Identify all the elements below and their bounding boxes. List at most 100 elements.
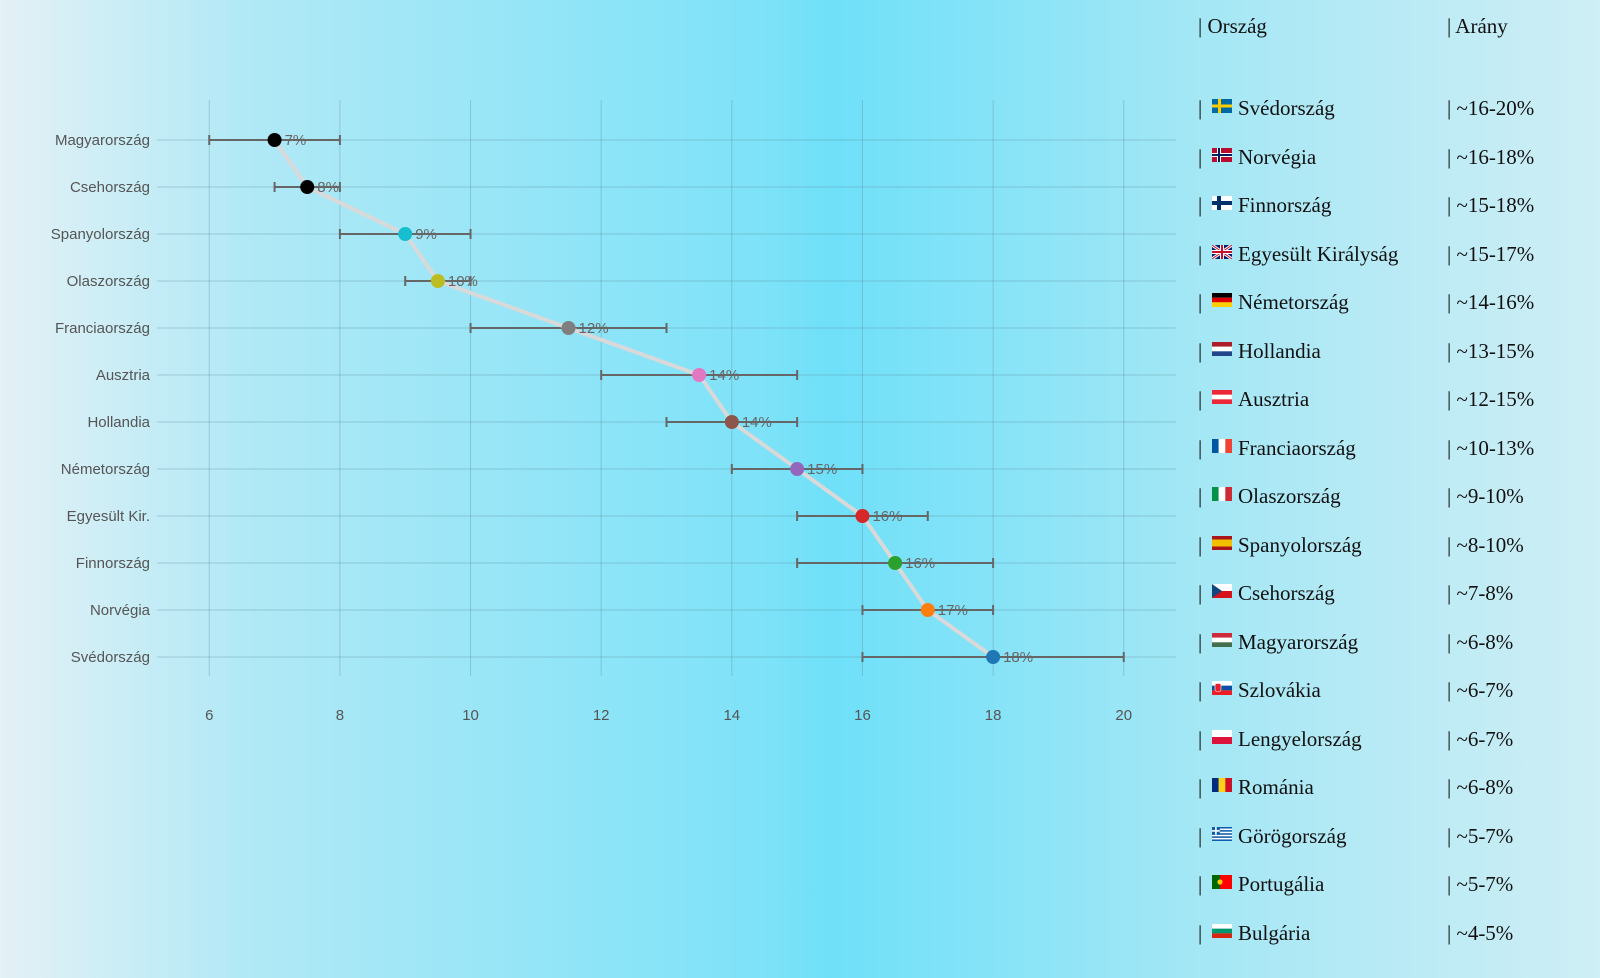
x-tick-label: 10 — [462, 707, 479, 724]
table-row: | Egyesült Királyság | ~15-17% — [1198, 242, 1598, 272]
y-category-label: Svédország — [71, 649, 150, 666]
data-label: 16% — [905, 555, 935, 572]
flag-gr-icon — [1212, 826, 1232, 841]
country-rate: | ~6-8% — [1447, 775, 1514, 799]
dot-plot-chart: 7% 8% 9% 10% 12% 14% 14% 15% 16% 16% 17% 18% 6 8 10 12… — [51, 100, 1176, 724]
country-rate: | ~9-10% — [1447, 484, 1524, 508]
header-country: | Ország — [1198, 14, 1267, 38]
flag-bg-icon — [1212, 923, 1232, 938]
row-separator: | — [1198, 241, 1203, 266]
row-separator: | — [1198, 484, 1203, 508]
x-tick-label: 12 — [593, 707, 610, 724]
table-row: | Németország | ~14-16% — [1198, 290, 1598, 320]
data-point — [790, 462, 805, 476]
label-layer: 7% 8% 9% 10% 12% 14% 14% 15% 16% 16% 17% 18% — [285, 132, 1034, 666]
y-category-label: Csehország — [70, 179, 150, 196]
x-tick-label: 18 — [985, 707, 1002, 724]
y-category-label: Finnország — [76, 555, 150, 572]
flag-nl-icon — [1212, 341, 1232, 356]
country-name: Románia — [1238, 775, 1314, 799]
country-rate: | ~6-7% — [1447, 678, 1514, 702]
data-point — [692, 368, 707, 382]
row-separator: | — [1198, 338, 1203, 363]
y-category-label: Hollandia — [87, 414, 150, 431]
country-rate: | ~4-5% — [1447, 920, 1514, 945]
row-separator: | — [1198, 581, 1203, 605]
country-name: Egyesült Királyság — [1238, 241, 1399, 266]
country-rate: | ~5-7% — [1447, 872, 1514, 896]
table-row: | Svédország | ~16-20% — [1198, 96, 1598, 126]
flag-de-icon — [1212, 293, 1232, 307]
country-rate: | ~8-10% — [1447, 532, 1524, 557]
row-separator: | — [1198, 823, 1203, 848]
point-layer — [267, 133, 1001, 664]
row-separator: | — [1198, 193, 1203, 217]
row-separator: | — [1198, 726, 1203, 751]
flag-no-icon — [1212, 147, 1232, 162]
country-rate: | ~6-8% — [1447, 629, 1514, 654]
country-name: Csehország — [1238, 581, 1335, 605]
data-label: 14% — [742, 414, 772, 431]
country-name: Franciaország — [1238, 435, 1356, 460]
country-name: Ausztria — [1238, 387, 1310, 411]
data-label: 15% — [807, 461, 837, 478]
data-label: 10% — [448, 273, 478, 290]
country-name: Svédország — [1238, 96, 1335, 120]
country-rate: | ~15-18% — [1447, 193, 1535, 217]
data-label: 7% — [285, 132, 307, 149]
country-name: Szlovákia — [1238, 678, 1321, 702]
row-separator: | — [1198, 678, 1203, 702]
row-separator: | — [1198, 775, 1203, 799]
row-separator: | — [1198, 435, 1203, 460]
table-row: | Spanyolország | ~8-10% — [1198, 533, 1598, 563]
x-tick-label: 6 — [205, 707, 213, 724]
country-rate: | ~13-15% — [1447, 338, 1535, 363]
country-rate: | ~5-7% — [1447, 823, 1514, 848]
country-name: Magyarország — [1238, 629, 1359, 654]
data-point — [300, 180, 315, 194]
table-row: | Szlovákia | ~6-7% — [1198, 678, 1598, 708]
table-row: | Finnország | ~15-18% — [1198, 193, 1598, 223]
y-category-label: Magyarország — [55, 132, 150, 149]
errorbar-layer — [208, 135, 1125, 662]
flag-sk-icon — [1212, 681, 1232, 695]
flag-ro-icon — [1212, 778, 1232, 792]
y-category-label: Németország — [61, 461, 150, 478]
country-name: Lengyelország — [1238, 726, 1362, 751]
country-name: Bulgária — [1238, 920, 1311, 945]
flag-hu-icon — [1212, 632, 1232, 647]
flag-pl-icon — [1212, 729, 1232, 744]
y-category-label: Egyesült Kir. — [67, 508, 150, 525]
row-separator: | — [1198, 144, 1203, 169]
country-name: Portugália — [1238, 872, 1325, 896]
country-rate: | ~16-18% — [1447, 144, 1535, 169]
table-row: | Bulgária | ~4-5% — [1198, 921, 1598, 951]
country-name: Hollandia — [1238, 338, 1321, 363]
data-label: 14% — [709, 367, 739, 384]
flag-gb-icon — [1212, 244, 1232, 259]
country-rate: | ~15-17% — [1447, 241, 1535, 266]
table-row: | Hollandia | ~13-15% — [1198, 339, 1598, 369]
y-category-label: Olaszország — [67, 273, 150, 290]
data-label: 12% — [579, 320, 609, 337]
row-separator: | — [1198, 920, 1203, 945]
country-rate: | ~16-20% — [1447, 96, 1535, 120]
table-row: | Franciaország | ~10-13% — [1198, 436, 1598, 466]
table-row: | Görögország | ~5-7% — [1198, 824, 1598, 854]
table-row: | Portugália | ~5-7% — [1198, 872, 1598, 902]
country-name: Németország — [1238, 290, 1349, 314]
x-tick-label: 16 — [854, 707, 871, 724]
flag-es-icon — [1212, 535, 1232, 550]
y-category-label: Ausztria — [96, 367, 151, 384]
data-point — [724, 415, 739, 429]
data-label: 17% — [938, 602, 968, 619]
table-row: | Olaszország | ~9-10% — [1198, 484, 1598, 514]
flag-fr-icon — [1212, 438, 1232, 453]
axis-layer: 6 8 10 12 14 16 18 20 Magyarország Csehország Span… — [51, 132, 1132, 724]
data-point — [267, 133, 282, 147]
flag-pt-icon — [1212, 875, 1232, 889]
x-tick-label: 20 — [1115, 707, 1132, 724]
row-separator: | — [1198, 872, 1203, 896]
table-row: | Ausztria | ~12-15% — [1198, 387, 1598, 417]
connector-line — [272, 138, 995, 659]
